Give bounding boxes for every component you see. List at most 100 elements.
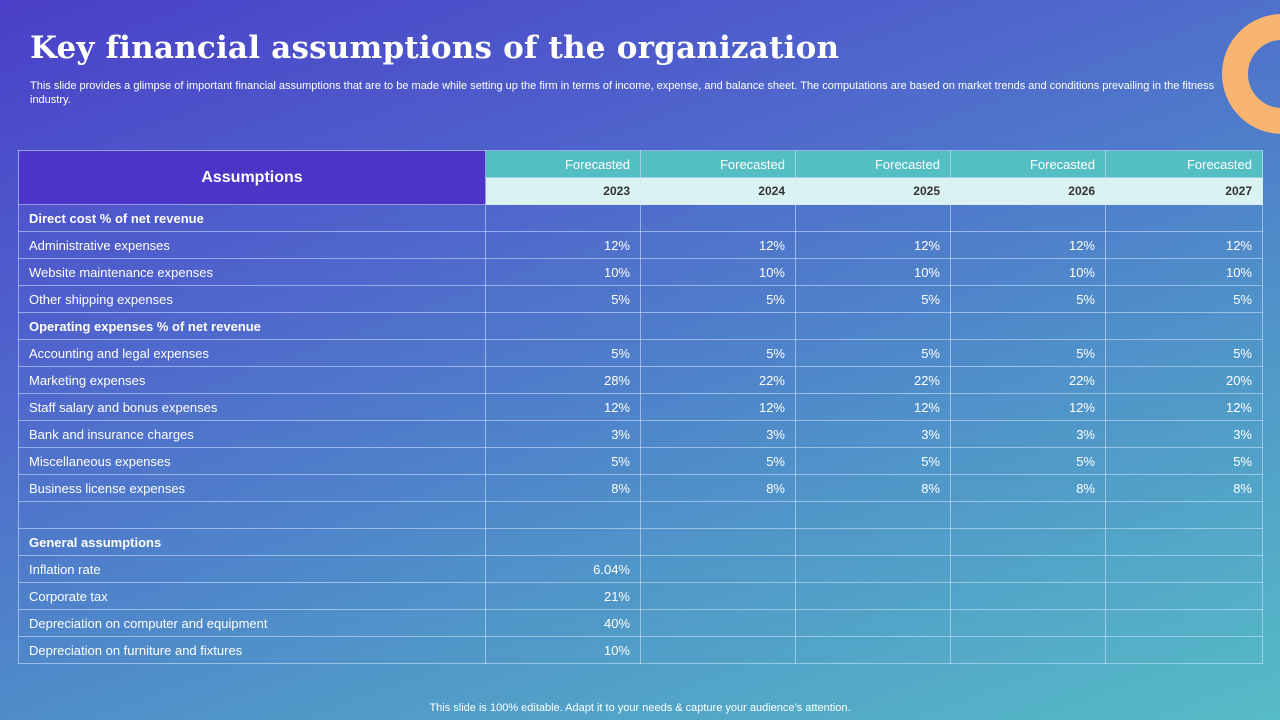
value-cell (950, 528, 1106, 556)
row-label-cell: Corporate tax (18, 582, 486, 610)
value-cell (795, 609, 951, 637)
value-cell: 10% (795, 258, 951, 286)
value-cell: 22% (950, 366, 1106, 394)
section-label-cell: General assumptions (18, 528, 486, 556)
row-label-cell (18, 501, 486, 529)
table-section-row: Direct cost % of net revenue (18, 204, 1263, 232)
value-cell (485, 501, 641, 529)
table-row: Staff salary and bonus expenses 12% 12% 12%… (18, 393, 1263, 421)
value-cell (1105, 609, 1263, 637)
value-cell: 10% (485, 258, 641, 286)
table-body: Direct cost % of net revenue Administrati… (18, 204, 1263, 664)
value-cell: 21% (485, 582, 641, 610)
value-cell: 12% (795, 393, 951, 421)
value-cell (485, 204, 641, 232)
value-cell: 40% (485, 609, 641, 637)
value-cell: 5% (1105, 339, 1263, 367)
value-cell: 12% (795, 231, 951, 259)
value-cell (795, 501, 951, 529)
table-row: Website maintenance expenses 10% 10% 10% 10%… (18, 258, 1263, 286)
forecast-header-2024: Forecasted (640, 150, 796, 178)
row-label-cell: Marketing expenses (18, 366, 486, 394)
row-label-cell: Business license expenses (18, 474, 486, 502)
value-cell (640, 204, 796, 232)
value-cell (1105, 528, 1263, 556)
value-cell: 22% (640, 366, 796, 394)
year-header: 2024 (640, 177, 796, 205)
value-cell: 5% (485, 339, 641, 367)
value-cell: 20% (1105, 366, 1263, 394)
value-cell (950, 636, 1106, 664)
value-cell (950, 312, 1106, 340)
row-label-cell: Bank and insurance charges (18, 420, 486, 448)
row-label-cell: Other shipping expenses (18, 285, 486, 313)
value-cell: 22% (795, 366, 951, 394)
value-cell: 28% (485, 366, 641, 394)
table-row: Marketing expenses 28% 22% 22% 22% 20% (18, 366, 1263, 394)
forecast-header-2027: Forecasted (1105, 150, 1263, 178)
slide-title: Key financial assumptions of the organiz… (30, 30, 840, 66)
value-cell: 12% (950, 393, 1106, 421)
header-row-years: 2023 2024 2025 2026 2027 (19, 177, 1263, 205)
value-cell (1105, 555, 1263, 583)
value-cell: 5% (795, 285, 951, 313)
value-cell: 8% (795, 474, 951, 502)
value-cell: 5% (950, 447, 1106, 475)
value-cell (640, 636, 796, 664)
value-cell (950, 204, 1106, 232)
value-cell: 3% (640, 420, 796, 448)
value-cell: 3% (485, 420, 641, 448)
row-label-cell: Depreciation on computer and equipment (18, 609, 486, 637)
value-cell (1105, 204, 1263, 232)
value-cell: 8% (640, 474, 796, 502)
decorative-ring-icon (1222, 14, 1280, 134)
value-cell: 12% (485, 393, 641, 421)
header-row-forecast: Assumptions Forecasted Forecasted Foreca… (18, 150, 1263, 205)
table-row (18, 501, 1263, 529)
value-cell (1105, 501, 1263, 529)
value-cell: 6.04% (485, 555, 641, 583)
value-cell: 10% (485, 636, 641, 664)
value-cell (1105, 636, 1263, 664)
row-label-cell: Administrative expenses (18, 231, 486, 259)
value-cell: 3% (795, 420, 951, 448)
table-row: Depreciation on furniture and fixtures 10… (18, 636, 1263, 664)
value-cell: 12% (640, 231, 796, 259)
value-cell (640, 501, 796, 529)
value-cell: 5% (485, 285, 641, 313)
year-header: 2027 (1105, 177, 1263, 205)
row-label-cell: Inflation rate (18, 555, 486, 583)
value-cell: 5% (640, 339, 796, 367)
value-cell (1105, 582, 1263, 610)
table-row: Administrative expenses 12% 12% 12% 12% 12% (18, 231, 1263, 259)
value-cell: 12% (485, 231, 641, 259)
value-cell: 12% (1105, 393, 1263, 421)
forecast-header-2026: Forecasted (950, 150, 1106, 178)
value-cell (640, 582, 796, 610)
table-row: Accounting and legal expenses 5% 5% 5% 5% 5% (18, 339, 1263, 367)
year-header: 2026 (950, 177, 1106, 205)
table-row: Bank and insurance charges 3% 3% 3% 3% 3% (18, 420, 1263, 448)
value-cell (795, 204, 951, 232)
value-cell (950, 582, 1106, 610)
row-label-cell: Accounting and legal expenses (18, 339, 486, 367)
row-label-cell: Website maintenance expenses (18, 258, 486, 286)
value-cell: 5% (950, 339, 1106, 367)
table-section-row: Operating expenses % of net revenue (18, 312, 1263, 340)
value-cell: 5% (950, 285, 1106, 313)
value-cell (485, 528, 641, 556)
value-cell: 10% (640, 258, 796, 286)
value-cell (795, 312, 951, 340)
value-cell: 5% (795, 339, 951, 367)
slide-subtitle: This slide provides a glimpse of importa… (30, 80, 1215, 106)
value-cell (795, 636, 951, 664)
value-cell (950, 609, 1106, 637)
section-label-cell: Operating expenses % of net revenue (18, 312, 486, 340)
table-row: Business license expenses 8% 8% 8% 8% 8% (18, 474, 1263, 502)
slide-footer: This slide is 100% editable. Adapt it to… (429, 702, 851, 714)
value-cell (795, 582, 951, 610)
table-row: Inflation rate 6.04% (18, 555, 1263, 583)
value-cell: 12% (950, 231, 1106, 259)
value-cell (640, 528, 796, 556)
assumptions-header: Assumptions (18, 150, 486, 205)
